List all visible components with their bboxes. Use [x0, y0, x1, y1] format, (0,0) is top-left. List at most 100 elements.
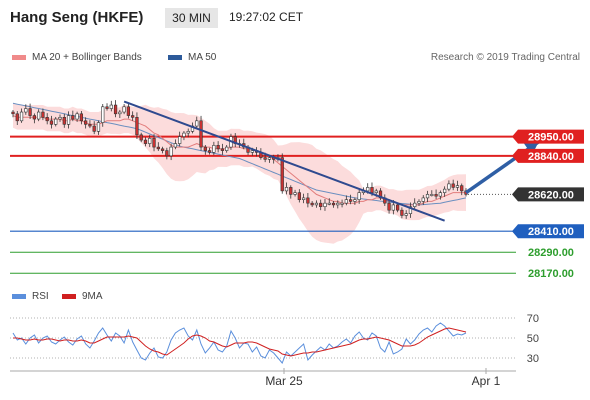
candle-body: [451, 183, 455, 188]
candle: [143, 137, 148, 147]
candle-body: [314, 202, 319, 206]
level-label-tag: [512, 224, 584, 239]
candle: [289, 185, 293, 199]
candle: [118, 109, 122, 119]
candle-body: [58, 117, 62, 120]
rsi-tick-label: 50: [527, 333, 539, 345]
candle-body: [126, 106, 131, 116]
timestamp: 19:27:02 CET: [229, 10, 304, 24]
legend-ma20-bb: MA 20 + Bollinger Bands: [12, 52, 142, 64]
candle-body: [348, 199, 353, 202]
candle: [182, 130, 186, 141]
candle: [109, 100, 113, 112]
candle-body: [447, 183, 451, 190]
candle: [92, 121, 96, 135]
level-label-text: 28290.00: [528, 247, 574, 259]
candle: [135, 112, 139, 140]
level-label-tag: [512, 148, 584, 163]
candle-body: [169, 146, 173, 157]
candle-body: [49, 120, 54, 125]
candle-body: [319, 202, 323, 207]
candle-body: [37, 111, 41, 120]
candle-body: [195, 120, 199, 127]
candle: [348, 194, 353, 205]
rsi-ma-swatch: [62, 293, 76, 299]
candle-body: [323, 202, 327, 207]
candle: [225, 144, 229, 153]
level-label-text: 28170.00: [528, 268, 574, 280]
candle-body: [32, 115, 36, 120]
downtrend-line: [123, 100, 445, 222]
candle-body: [186, 131, 190, 134]
candle-body: [165, 150, 169, 157]
timeframe-selector[interactable]: 30 MIN: [165, 8, 218, 28]
candle: [19, 108, 24, 123]
candle: [24, 104, 28, 115]
candle: [293, 189, 297, 197]
candle: [101, 103, 105, 127]
level-label-text: 28950.00: [528, 132, 574, 144]
candle-body: [75, 113, 79, 120]
candle: [11, 109, 15, 118]
level-label-text: 28840.00: [528, 151, 574, 163]
candle-body: [79, 113, 84, 122]
candle: [32, 113, 36, 124]
candle: [319, 199, 323, 211]
level-label-tag: [512, 187, 584, 202]
candle-body: [460, 185, 464, 192]
candle: [387, 198, 391, 214]
candle: [45, 113, 49, 125]
candle: [207, 147, 212, 155]
rsi-tick-label: 30: [527, 353, 539, 365]
time-axis: Mar 25 Apr 1: [10, 368, 516, 388]
candle-body: [41, 111, 45, 118]
candle: [404, 210, 408, 219]
candle-body: [443, 188, 447, 193]
candle-body: [220, 148, 225, 151]
candle-body: [408, 206, 413, 214]
candle-body: [413, 202, 417, 207]
candle-body: [344, 199, 348, 204]
candle-body: [455, 185, 460, 188]
candle-body: [430, 194, 434, 196]
bollinger-band-area: [13, 103, 466, 244]
candle: [139, 132, 143, 143]
candle: [49, 115, 54, 129]
candle: [169, 143, 173, 161]
candle: [79, 110, 84, 125]
time-axis-label: Apr 1: [472, 374, 501, 388]
candle: [37, 109, 41, 122]
candle: [430, 190, 434, 197]
support-resistance-lines: [10, 135, 516, 274]
candle: [434, 189, 438, 199]
candle-body: [280, 157, 284, 192]
candle: [220, 143, 225, 155]
candle-body: [374, 190, 378, 193]
candle-body: [370, 187, 374, 193]
candle-body: [357, 192, 361, 200]
candle-body: [88, 124, 92, 127]
candle: [421, 195, 425, 205]
candle: [417, 199, 421, 206]
candle-body: [122, 106, 126, 113]
candle-body: [113, 104, 118, 115]
time-axis-label: Mar 25: [265, 374, 303, 388]
candle-body: [301, 197, 306, 200]
candle-body: [267, 157, 272, 160]
candle-body: [118, 111, 122, 115]
candle: [455, 180, 460, 191]
candle: [131, 111, 135, 121]
candle-body: [404, 213, 408, 216]
candle-body: [417, 201, 421, 204]
candle: [443, 186, 447, 197]
candle: [323, 198, 327, 211]
candle: [212, 141, 216, 156]
candle-body: [105, 106, 109, 109]
candle-body: [293, 192, 297, 195]
ma50-swatch: [168, 54, 182, 60]
candle-body: [225, 146, 229, 151]
chart-header: Hang Seng (HKFE) 30 MIN 19:27:02 CET: [0, 0, 590, 36]
candle-body: [28, 108, 32, 116]
instrument-title: Hang Seng (HKFE): [10, 9, 144, 26]
